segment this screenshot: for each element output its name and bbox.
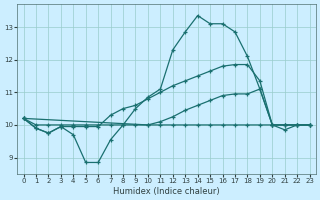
X-axis label: Humidex (Indice chaleur): Humidex (Indice chaleur) (113, 187, 220, 196)
